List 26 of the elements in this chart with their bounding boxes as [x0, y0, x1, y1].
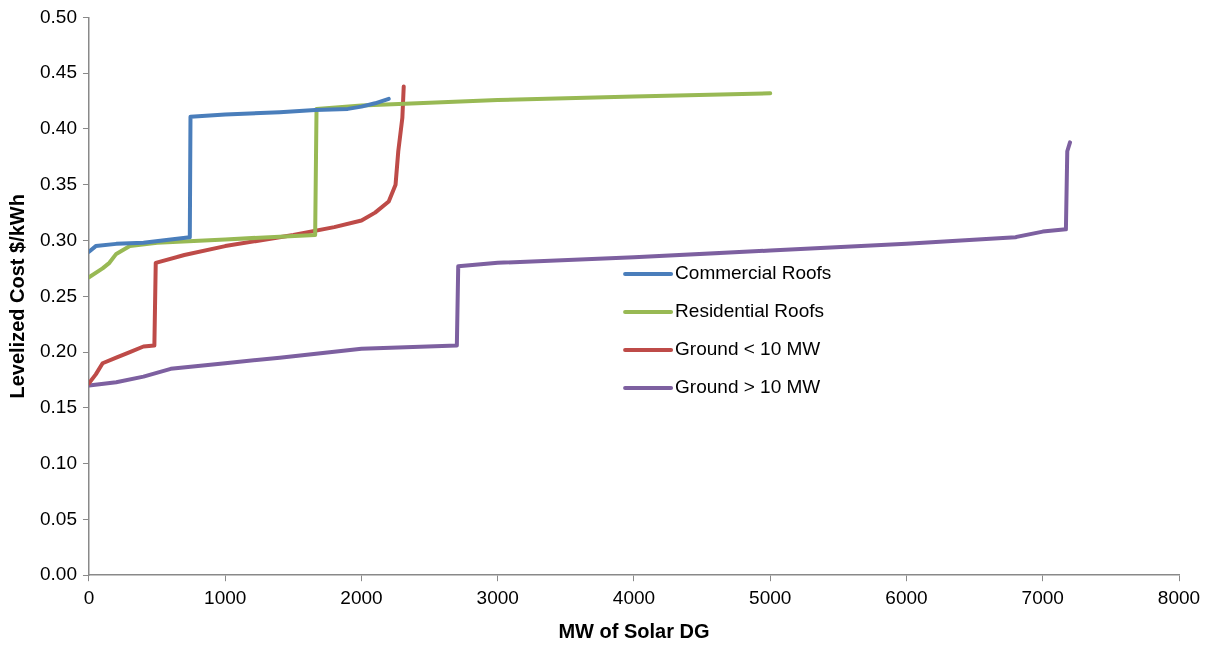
x-tick-label: 5000 [749, 586, 792, 608]
x-tick-label: 8000 [1157, 586, 1201, 608]
y-tick-label: 0.35 [40, 172, 77, 194]
legend-label: Commercial Roofs [675, 262, 832, 284]
x-tick-label: 1000 [204, 586, 247, 608]
x-tick-label: 3000 [476, 586, 519, 608]
x-tick-label: 2000 [340, 586, 383, 608]
y-tick-label: 0.45 [40, 61, 77, 83]
y-tick-label: 0.20 [40, 340, 77, 362]
y-axis-title: Levelized Cost $/kWh [5, 194, 28, 399]
x-tick-label: 7000 [1021, 586, 1064, 608]
y-tick-label: 0.50 [40, 5, 77, 27]
y-tick-label: 0.40 [40, 117, 77, 139]
y-tick-label: 0.05 [40, 507, 77, 529]
x-axis-title: MW of Solar DG [558, 619, 710, 642]
y-tick-label: 0.30 [40, 228, 77, 250]
y-tick-label: 0.10 [40, 451, 77, 473]
x-tick-label: 4000 [612, 586, 656, 608]
legend-label: Residential Roofs [675, 300, 825, 322]
y-tick-label: 0.00 [40, 563, 77, 585]
x-tick-label: 6000 [885, 586, 928, 608]
legend-label: Ground > 10 MW [675, 376, 821, 398]
y-tick-label: 0.15 [40, 396, 77, 418]
x-tick-label: 0 [83, 586, 95, 608]
y-tick-label: 0.25 [40, 284, 77, 306]
legend-label: Ground < 10 MW [675, 338, 821, 360]
